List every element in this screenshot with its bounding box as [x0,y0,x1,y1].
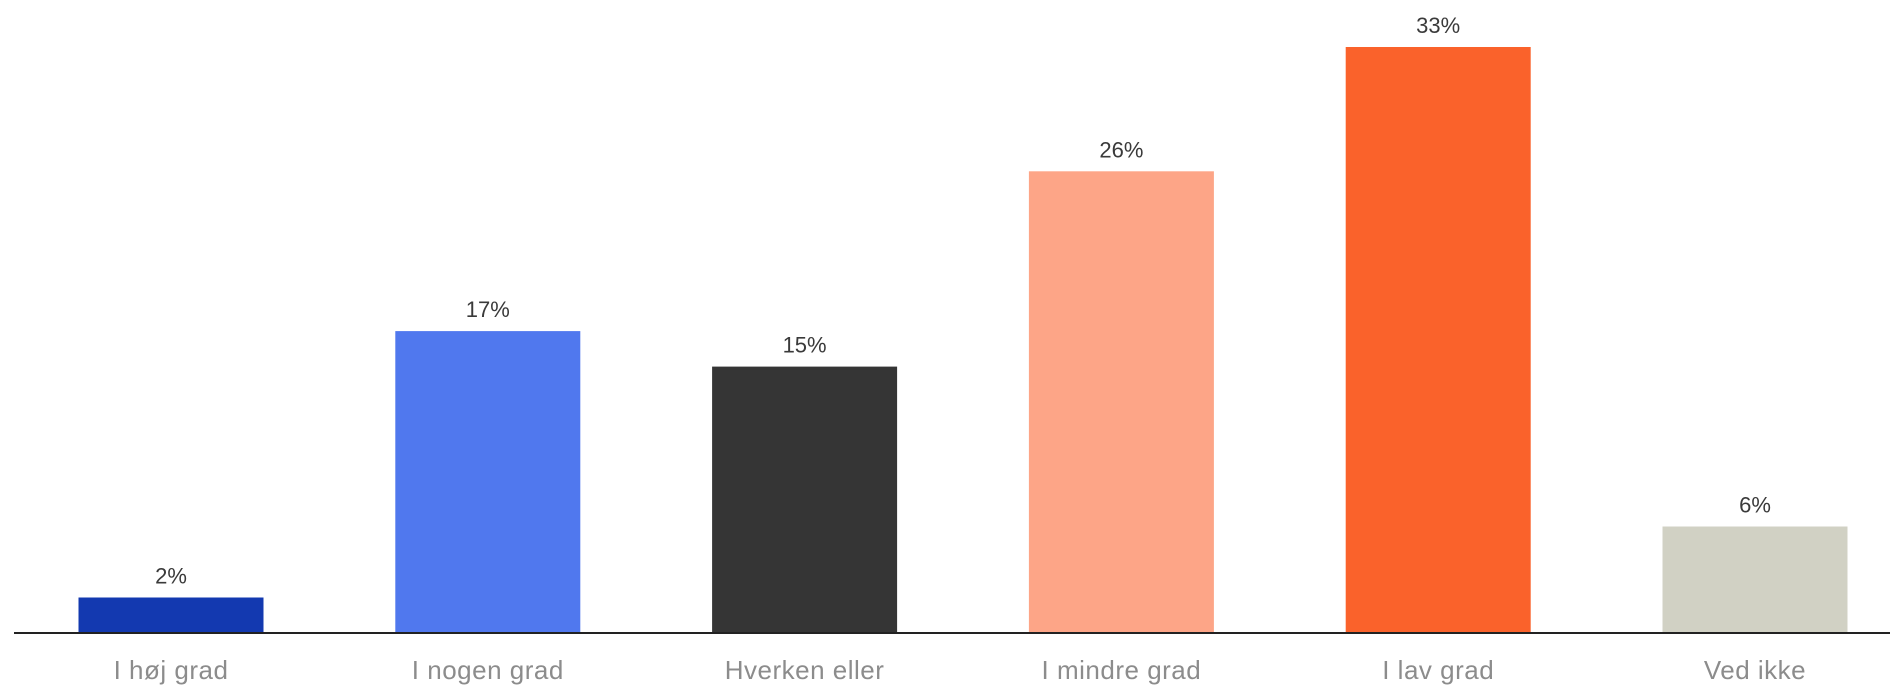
bar-5 [1662,526,1848,633]
value-label-3: 26% [1099,137,1143,162]
category-labels-layer: I høj grad I nogen grad Hverken eller I min… [114,655,1806,685]
bar-4 [1345,47,1531,633]
value-label-2: 15% [783,333,827,358]
category-label-5: Ved ikke [1704,655,1806,685]
value-label-0: 2% [155,564,187,589]
value-label-4: 33% [1416,13,1460,38]
category-label-2: Hverken eller [725,655,885,685]
value-label-5: 6% [1739,493,1771,518]
category-label-1: I nogen grad [412,655,564,685]
bar-1 [395,331,581,633]
bars-layer [78,47,1848,634]
bar-2 [712,366,898,633]
bar-3 [1028,171,1214,634]
category-label-3: I mindre grad [1042,655,1202,685]
value-label-1: 17% [466,297,510,322]
category-label-4: I lav grad [1382,655,1494,685]
category-label-0: I høj grad [114,655,229,685]
bar-0 [78,597,264,633]
value-labels-layer: 2% 17% 15% 26% 33% 6% [155,13,1771,589]
